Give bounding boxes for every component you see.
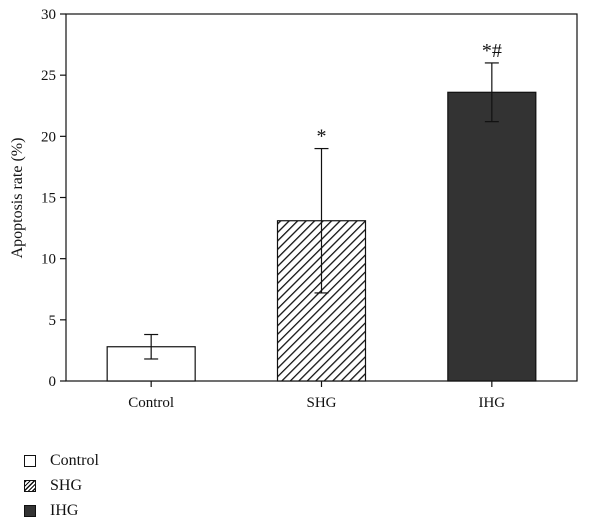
- legend-swatch-control: [24, 454, 36, 467]
- bars: * *#: [106, 40, 537, 382]
- y-tick-label-5: 25: [41, 68, 56, 84]
- y-axis: 0 5 10 15 20 25 30: [41, 7, 66, 390]
- annotation-ihg: *#: [482, 40, 502, 62]
- legend-label-ihg: IHG: [50, 501, 79, 519]
- x-axis: Control SHG IHG: [128, 381, 505, 411]
- y-tick-label-2: 10: [41, 252, 56, 268]
- y-tick-label-0: 0: [49, 374, 57, 390]
- bar-ihg: [447, 91, 537, 382]
- legend-swatch-ihg: [24, 504, 36, 517]
- y-tick-label-3: 15: [41, 191, 56, 207]
- legend-swatch-shg: [24, 479, 36, 492]
- x-tick-label-ihg: IHG: [478, 395, 505, 411]
- legend: Control SHG IHG: [24, 448, 99, 523]
- y-tick-label-4: 20: [41, 129, 56, 145]
- annotation-shg: *: [317, 126, 327, 148]
- bar-chart: 0 5 10 15 20 25 30 * *# Control SHG IHG Apoptosis…: [9, 7, 578, 411]
- legend-item-control: Control: [24, 448, 99, 473]
- y-axis-title: Apoptosis rate (%): [9, 138, 26, 259]
- x-tick-label-control: Control: [128, 395, 174, 411]
- y-tick-label-1: 5: [49, 313, 57, 329]
- legend-item-shg: SHG: [24, 473, 99, 498]
- y-tick-label-6: 30: [41, 7, 56, 23]
- x-tick-label-shg: SHG: [306, 395, 336, 411]
- legend-label-shg: SHG: [50, 476, 83, 494]
- legend-item-ihg: IHG: [24, 498, 99, 523]
- legend-label-control: Control: [50, 451, 99, 469]
